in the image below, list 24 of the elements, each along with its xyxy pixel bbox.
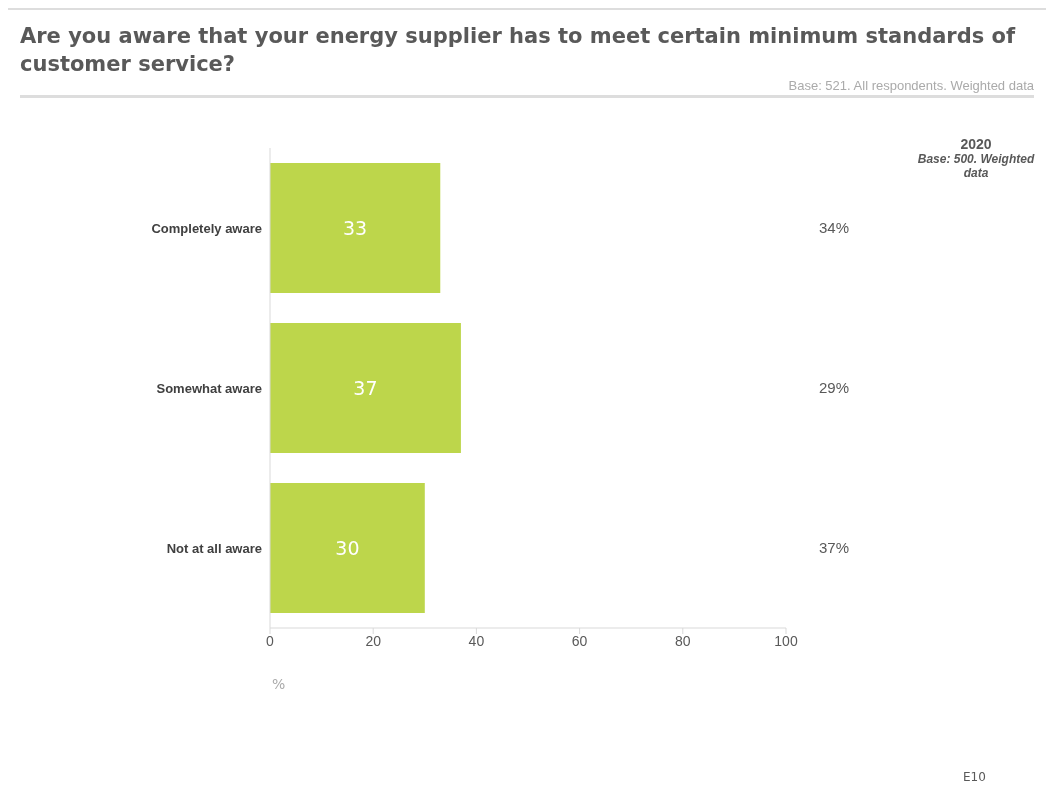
text: 2020 [959, 136, 993, 152]
bar [270, 483, 425, 613]
chart-title: Are you aware that your energy supplier has to meet certain minimum standards of customer service? [20, 23, 1017, 78]
text: 37% [818, 539, 850, 557]
x-tick-label: 60 [571, 632, 588, 649]
text: Base: 521. All respondents. Weighted data [20, 78, 1034, 98]
x-tick-label: 100 [774, 632, 798, 649]
y-tick-label: Not at all aware [166, 540, 262, 556]
text: 34% [818, 219, 850, 237]
y-tick-label: Completely aware [151, 220, 262, 236]
data-label: 30 [335, 536, 360, 559]
data-label: 37 [353, 376, 378, 399]
x-tick-label: 80 [675, 632, 691, 649]
x-tick-label: 0 [266, 632, 275, 649]
text: 29% [818, 379, 850, 397]
text: Base: 500. Weighted data [916, 152, 1036, 180]
y-tick-label: Somewhat aware [156, 380, 262, 396]
x-axis-title: % [272, 676, 286, 692]
data-label: 33 [343, 216, 368, 239]
text: E10 [963, 770, 986, 784]
bar [270, 323, 461, 453]
bar [270, 163, 441, 293]
x-tick-label: 40 [468, 632, 485, 649]
x-tick-label: 20 [365, 632, 382, 649]
